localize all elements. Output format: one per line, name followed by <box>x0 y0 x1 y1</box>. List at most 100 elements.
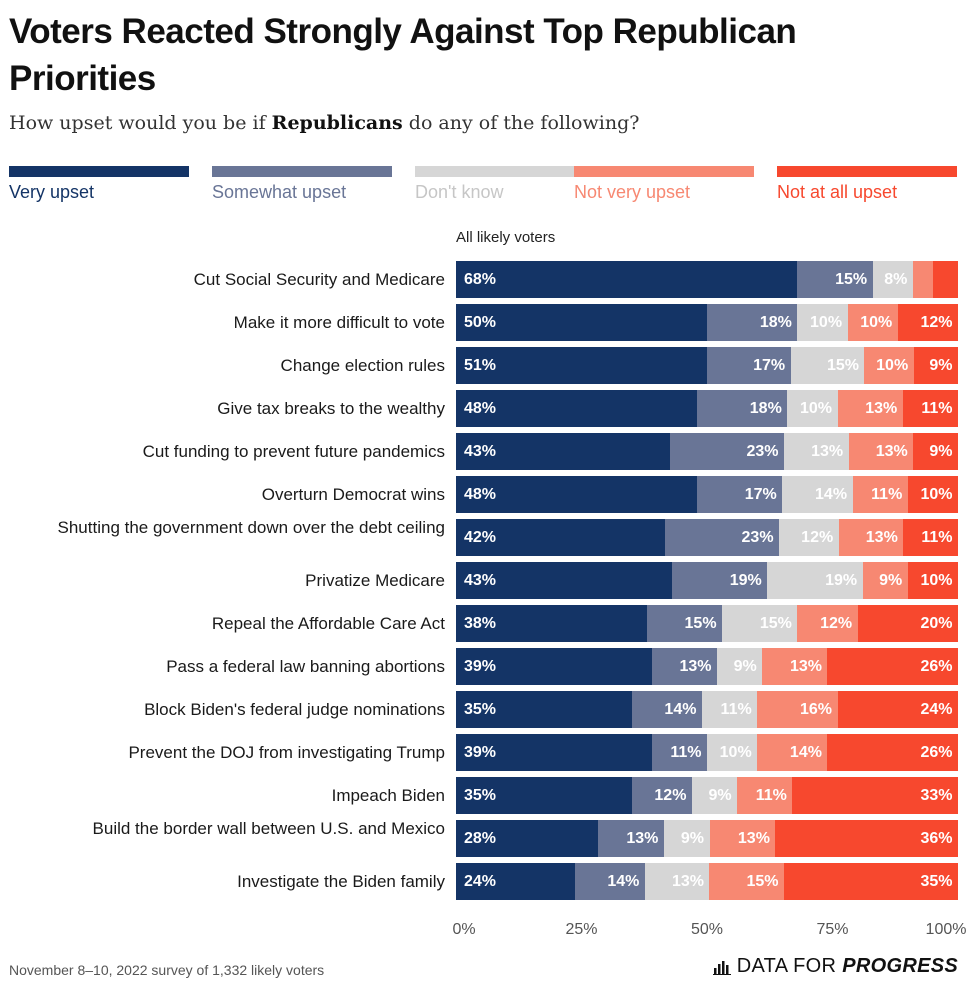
data-label: 11% <box>921 399 953 417</box>
bar-segment-somewhat-upset: 12% <box>631 777 693 814</box>
bar-segment-not-very-upset: 15% <box>709 863 785 900</box>
data-label: 19% <box>729 571 762 589</box>
data-label: 26% <box>920 657 953 675</box>
data-label: 11% <box>921 528 953 546</box>
bar-segment-very-upset: 68% <box>456 261 798 298</box>
data-label: 10% <box>810 313 843 331</box>
x-tick-label: 75% <box>816 921 849 938</box>
bar-segment-not-at-all-upset: 20% <box>857 605 959 642</box>
bar-segment-dont-know: 11% <box>701 691 758 728</box>
bar-row-build-the-border-wall-between-u-s-and-mexico: 28% 13% 9% 13% 36% <box>456 820 959 857</box>
bar-segment-not-very-upset: 13% <box>838 519 904 556</box>
bar-row-shutting-the-government-down-over-the-debt-ceiling: 42% 23% 12% 13% 11% <box>456 519 959 556</box>
data-label: 43% <box>464 571 497 589</box>
bar-segment-very-upset: 28% <box>456 820 599 857</box>
legend-label-not-at-all-upset: Not at all upset <box>777 182 898 202</box>
bar-segment-not-at-all-upset: 10% <box>907 562 959 599</box>
x-tick-label: 100% <box>925 921 967 938</box>
data-label: 19% <box>825 571 858 589</box>
bar-segment-somewhat-upset: 13% <box>651 648 718 685</box>
bar-segment-dont-know: 10% <box>707 734 758 771</box>
bar-segment-very-upset: 24% <box>456 863 576 900</box>
data-label: 14% <box>789 743 822 761</box>
bar-segment-somewhat-upset: 13% <box>597 820 665 857</box>
bar-segment-not-very-upset: 9% <box>862 562 909 599</box>
bar-row-cut-funding-to-prevent-future-pandemics: 43% 23% 13% 13% 9% <box>456 433 959 470</box>
legend-swatch-dont-know <box>415 166 595 177</box>
row-label-overturn-democrat-wins: Overturn Democrat wins <box>261 484 445 504</box>
bar-segment-not-at-all-upset <box>932 261 959 298</box>
row-label-prevent-the-doj-from-investigating-trump: Prevent the DOJ from investigating Trump <box>128 742 445 762</box>
bar-segment-very-upset: 35% <box>456 691 633 728</box>
row-label-repeal-the-affordable-care-act: Repeal the Affordable Care Act <box>211 613 445 633</box>
bar-segment-somewhat-upset: 23% <box>669 433 785 470</box>
bar-segment-dont-know: 9% <box>663 820 711 857</box>
data-label: 35% <box>464 700 497 718</box>
legend-swatch-very-upset <box>9 166 189 177</box>
x-tick-label: 0% <box>452 921 476 938</box>
bar-row-give-tax-breaks-to-the-wealthy: 48% 18% 10% 13% 11% <box>456 390 959 427</box>
data-label: 11% <box>755 786 787 804</box>
data-label: 18% <box>759 313 792 331</box>
data-label: 13% <box>875 442 908 460</box>
bar-segment-dont-know: 15% <box>790 347 865 384</box>
bar-row-pass-a-federal-law-banning-abortions: 39% 13% 9% 13% 26% <box>456 648 959 685</box>
legend-item-very-upset: Very upset <box>9 166 189 203</box>
row-label-pass-a-federal-law-banning-abortions: Pass a federal law banning abortions <box>166 656 445 676</box>
bar-segment-not-very-upset: 10% <box>847 304 899 341</box>
data-label: 12% <box>654 786 687 804</box>
legend-swatch-not-very-upset <box>574 166 754 177</box>
data-label: 14% <box>815 485 848 503</box>
data-label: 35% <box>920 872 953 890</box>
data-label: 23% <box>746 442 779 460</box>
bar-segment-dont-know: 10% <box>787 390 838 427</box>
data-label: 51% <box>464 356 497 374</box>
bar-segment-dont-know: 10% <box>797 304 849 341</box>
bar-segment-somewhat-upset: 14% <box>631 691 703 728</box>
data-label: 15% <box>826 356 859 374</box>
bar-segment-not-at-all-upset: 9% <box>913 433 959 470</box>
bar-segment-dont-know: 8% <box>872 261 914 298</box>
bar-segment-not-very-upset: 14% <box>757 734 828 771</box>
data-label: 38% <box>464 614 497 632</box>
legend-swatch-somewhat-upset <box>212 166 392 177</box>
data-label: 10% <box>876 356 909 374</box>
data-label: 9% <box>929 442 953 460</box>
bar-segment-not-at-all-upset: 10% <box>907 476 959 513</box>
data-label: 18% <box>749 399 782 417</box>
chart-title: Voters Reacted Strongly Against Top Repu… <box>9 12 797 98</box>
data-label: 13% <box>737 829 770 847</box>
data-label: 50% <box>464 313 497 331</box>
bar-row-block-biden-s-federal-judge-nominations: 35% 14% 11% 16% 24% <box>456 691 959 728</box>
bar-segment-very-upset: 48% <box>456 390 698 427</box>
data-label: 15% <box>746 872 779 890</box>
bar-row-cut-social-security-and-medicare: 68% 15% 8% <box>456 261 959 298</box>
data-label: 15% <box>835 270 868 288</box>
bar-row-privatize-medicare: 43% 19% 19% 9% 10% <box>456 562 959 599</box>
data-label: 11% <box>871 485 903 503</box>
bar-segment-not-at-all-upset: 11% <box>903 519 959 556</box>
row-label-build-the-border-wall-between-u-s-and-mexico: Build the border wall between U.S. and M… <box>92 818 445 838</box>
row-label-impeach-biden: Impeach Biden <box>331 785 445 805</box>
data-label: 43% <box>464 442 497 460</box>
bar-segment-somewhat-upset: 23% <box>664 519 780 556</box>
data-label: 35% <box>464 786 497 804</box>
data-label: 36% <box>920 829 953 847</box>
data-label: 8% <box>884 270 908 288</box>
data-label: 15% <box>684 614 717 632</box>
bar-segment-dont-know: 19% <box>767 562 864 599</box>
data-label: 14% <box>607 872 640 890</box>
data-label: 14% <box>664 700 697 718</box>
data-label: 9% <box>680 829 705 847</box>
bar-segment-somewhat-upset: 15% <box>646 605 723 642</box>
bar-segment-not-at-all-upset: 26% <box>827 734 959 771</box>
chart-subtitle: How upset would you be if Republicans do… <box>9 112 639 134</box>
row-label-cut-funding-to-prevent-future-pandemics: Cut funding to prevent future pandemics <box>142 441 445 461</box>
data-label: 13% <box>865 399 898 417</box>
bar-segment-not-very-upset <box>912 261 934 298</box>
data-label: 68% <box>464 270 497 288</box>
bar-segment-very-upset: 35% <box>456 777 633 814</box>
data-label: 24% <box>464 872 497 890</box>
data-label: 12% <box>820 614 853 632</box>
bar-chart-logo-icon <box>712 960 731 975</box>
